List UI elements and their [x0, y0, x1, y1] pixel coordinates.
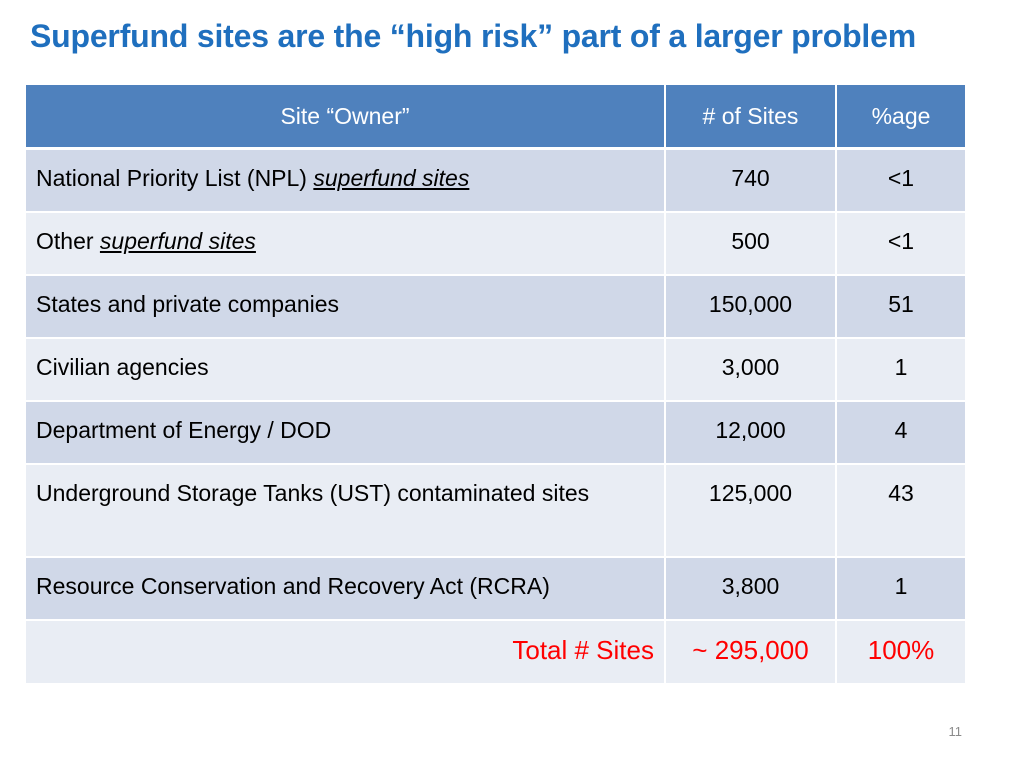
- header-site-owner: Site “Owner”: [26, 85, 666, 150]
- row-sites: 3,000: [665, 338, 837, 402]
- row-pct: 43: [836, 464, 965, 558]
- header-percentage: %age: [836, 85, 965, 150]
- row-sites: 12,000: [665, 401, 837, 465]
- row-label-text: National Priority List (NPL): [36, 165, 314, 191]
- row-label: Underground Storage Tanks (UST) contamin…: [26, 464, 666, 558]
- table-row: Department of Energy / DOD 12,000 4: [26, 401, 965, 465]
- row-sites: 500: [665, 212, 837, 276]
- row-label: States and private companies: [26, 275, 666, 339]
- row-sites: 150,000: [665, 275, 837, 339]
- row-label: Department of Energy / DOD: [26, 401, 666, 465]
- row-pct: 1: [836, 557, 965, 621]
- row-pct: <1: [836, 212, 965, 276]
- total-sites: ~ 295,000: [665, 620, 837, 685]
- row-label: Other superfund sites: [26, 212, 666, 276]
- row-pct: 51: [836, 275, 965, 339]
- header-num-sites: # of Sites: [665, 85, 837, 150]
- row-pct: 4: [836, 401, 965, 465]
- table-row: Other superfund sites 500 <1: [26, 212, 965, 276]
- row-sites: 3,800: [665, 557, 837, 621]
- sites-table: Site “Owner” # of Sites %age National Pr…: [26, 85, 965, 685]
- table-row: Civilian agencies 3,000 1: [26, 338, 965, 402]
- table-row: Underground Storage Tanks (UST) contamin…: [26, 464, 965, 558]
- row-label: National Priority List (NPL) superfund s…: [26, 148, 666, 213]
- page-number: 11: [948, 724, 963, 739]
- superfund-sites-link[interactable]: superfund sites: [313, 165, 470, 191]
- total-row: Total # Sites ~ 295,000 100%: [26, 620, 965, 685]
- superfund-sites-link[interactable]: superfund sites: [99, 228, 256, 254]
- row-label-text: Other: [36, 228, 100, 254]
- row-sites: 125,000: [665, 464, 837, 558]
- row-label: Resource Conservation and Recovery Act (…: [26, 557, 666, 621]
- table-row: States and private companies 150,000 51: [26, 275, 965, 339]
- total-label: Total # Sites: [26, 620, 666, 685]
- row-pct: <1: [836, 148, 965, 213]
- row-sites: 740: [665, 148, 837, 213]
- slide-title: Superfund sites are the “high risk” part…: [30, 18, 916, 54]
- table-header-row: Site “Owner” # of Sites %age: [26, 85, 965, 150]
- table-row: National Priority List (NPL) superfund s…: [26, 148, 965, 213]
- total-pct: 100%: [836, 620, 965, 685]
- row-label: Civilian agencies: [26, 338, 666, 402]
- table-row: Resource Conservation and Recovery Act (…: [26, 557, 965, 621]
- row-pct: 1: [836, 338, 965, 402]
